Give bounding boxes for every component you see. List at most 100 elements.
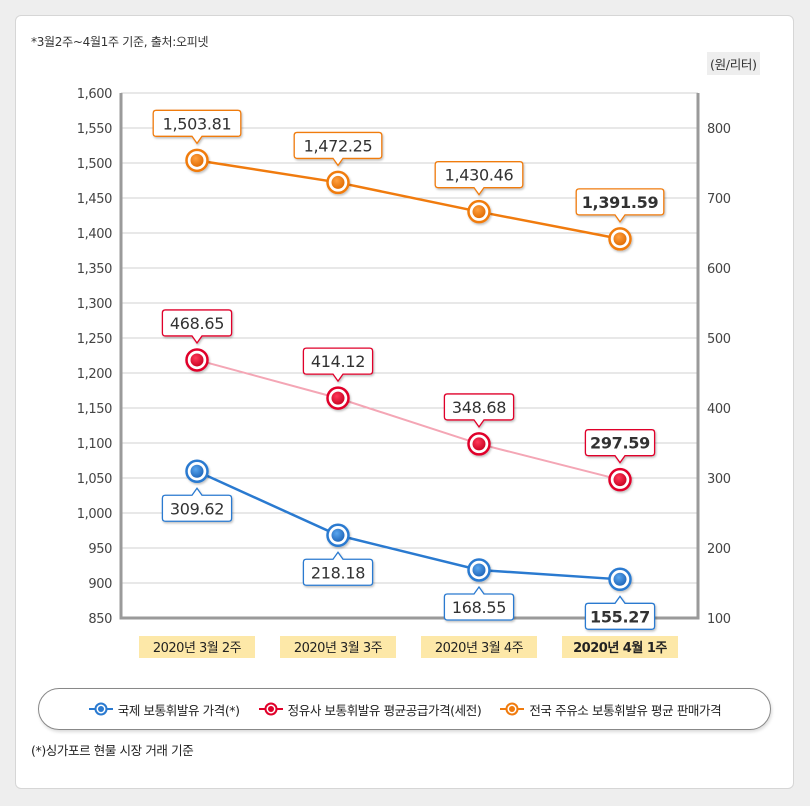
data-point [326,386,350,410]
data-label-callout: 1,391.59 [575,188,665,224]
data-label-box [161,309,233,345]
data-label-callout: 348.68 [443,393,515,429]
grid-lines [121,92,698,584]
red-circle-marker-icon [258,702,283,716]
left-axis-tick-label: 1,600 [77,87,112,102]
data-point [185,348,209,372]
data-label: 218.18 [311,563,365,582]
data-label: 155.27 [590,607,650,626]
axis-frame [119,93,700,620]
series-1 [185,348,632,492]
legend-item-international-price[interactable]: 국제 보통휘발유 가격(*) [88,700,240,719]
data-label: 1,503.81 [163,114,232,133]
right-axis-tick-label: 500 [707,332,731,347]
data-label: 1,472.25 [304,136,373,155]
data-label: 309.62 [170,499,224,518]
data-point-dot [472,437,486,451]
left-axis-tick-label: 1,000 [77,507,112,522]
data-point-dot [190,464,204,478]
category-label-background [139,636,255,658]
left-axis-tick-label: 1,050 [77,472,112,487]
data-point-dot [472,205,486,219]
data-label-box [443,585,515,621]
category-label: 2020년 3월 2주 [153,641,242,656]
data-point [467,558,491,582]
category-label: 2020년 3월 4주 [435,641,524,656]
data-label: 297.59 [590,434,650,453]
chart-card [15,15,794,789]
left-axis-tick-label: 1,400 [77,227,112,242]
right-axis-tick-label: 600 [707,262,731,277]
axis-ticks: 1,600 1,550 1,500 1,450 1,400 1,350 1,300 1,250… [77,87,731,627]
data-label-box [152,109,242,145]
series-line [196,358,621,481]
category-label-background [421,636,537,658]
series-2 [185,148,632,251]
data-point [185,459,209,484]
category-label: 2020년 4월 1주 [573,640,667,656]
data-label-box [575,188,665,224]
category-label-background [280,636,396,658]
data-point [608,227,632,251]
left-axis-tick-label: 1,350 [77,262,112,277]
legend-label: 전국 주유소 보통휘발유 평균 판매가격 [529,702,722,718]
data-label-callout: 1,430.46 [434,161,524,196]
category-labels: 2020년 3월 2주 2020년 3월 3주 2020년 3월 4주 2020년 4… [139,636,678,658]
left-axis-tick-label: 1,150 [77,402,112,417]
data-label-callout: 414.12 [302,347,374,383]
legend-item-refinery-supply-price[interactable]: 정유사 보통휘발유 평균공급가격(세전) [258,700,482,719]
series-line [196,159,621,241]
left-axis-tick-label: 1,200 [77,367,112,382]
data-label: 168.55 [452,598,506,617]
data-label-callout: 1,503.81 [152,109,242,145]
data-labels: 309.62 218.18 168.55 155.27 468.65 414.12 348.… [152,109,665,630]
left-axis-tick-label: 850 [88,612,112,627]
legend-label: 정유사 보통휘발유 평균공급가격(세전) [287,702,482,718]
data-point [326,170,350,195]
footnote: (*)싱가포르 현물 시장 거래 기준 [31,743,194,758]
data-label-box [584,429,656,464]
left-axis-tick-label: 1,300 [77,297,112,312]
data-label-box [293,131,383,167]
line-chart: 1,600 1,550 1,500 1,450 1,400 1,350 1,300 1,250… [77,87,731,658]
left-axis-tick-label: 1,450 [77,192,112,207]
data-point [326,523,350,548]
data-label-callout: 468.65 [161,309,233,345]
data-label-callout: 297.59 [584,429,656,464]
data-point-dot [190,153,204,167]
legend: 국제 보통휘발유 가격(*) 정유사 보통휘발유 평균공급가격(세전) 전국 주… [38,688,771,730]
data-point-dot [331,175,345,189]
left-axis-tick-label: 1,500 [77,157,112,172]
data-point-dot [190,353,204,367]
left-axis-tick-label: 1,100 [77,437,112,452]
data-label-box [161,487,233,522]
data-label-box [443,393,515,429]
data-point [185,148,209,173]
right-axis-tick-label: 300 [707,472,731,487]
legend-item-gas-station-price[interactable]: 전국 주유소 보통휘발유 평균 판매가격 [499,700,722,719]
data-point-dot [331,528,345,542]
data-label-callout: 1,472.25 [293,131,383,167]
data-label-callout: 309.62 [161,487,233,522]
category-label: 2020년 3월 3주 [294,641,383,656]
data-label-box [302,551,374,586]
data-point [467,199,491,224]
right-axis-tick-label: 100 [707,612,731,627]
data-label-callout: 168.55 [443,585,515,621]
data-label-box [584,595,656,630]
legend-label: 국제 보통휘발유 가격(*) [117,702,240,718]
data-label: 1,430.46 [445,166,514,185]
data-point [467,432,491,456]
right-axis-tick-label: 700 [707,192,731,207]
data-label-box [434,161,524,196]
data-label: 414.12 [311,352,365,371]
right-axis-tick-label: 800 [707,122,731,137]
data-point-dot [613,572,627,586]
axes [119,93,700,620]
data-label: 348.68 [452,398,506,417]
data-point-dot [613,473,627,487]
data-label-box [302,347,374,383]
data-point-dot [613,232,627,246]
data-point-dot [472,563,486,577]
data-point [608,567,632,592]
